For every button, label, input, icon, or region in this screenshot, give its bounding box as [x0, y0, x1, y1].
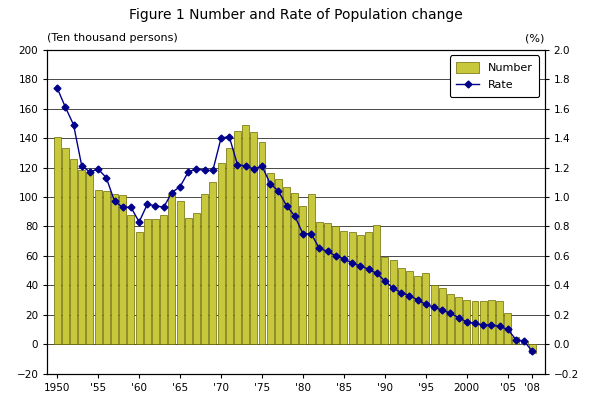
Bar [136, 232, 143, 344]
Text: (Ten thousand persons): (Ten thousand persons) [47, 33, 178, 43]
Bar [464, 300, 470, 344]
Bar [242, 125, 249, 344]
Bar [381, 257, 388, 344]
Bar [504, 313, 511, 344]
Bar [471, 301, 478, 344]
Bar [86, 172, 94, 344]
Bar [316, 222, 323, 344]
Bar [300, 206, 307, 344]
Bar [447, 294, 454, 344]
Bar [291, 193, 298, 344]
Text: Figure 1 Number and Rate of Population change: Figure 1 Number and Rate of Population c… [129, 8, 463, 22]
Bar [127, 215, 134, 344]
Bar [439, 288, 446, 344]
Bar [193, 213, 200, 344]
Bar [144, 219, 151, 344]
Bar [365, 232, 372, 344]
Bar [398, 268, 405, 344]
Bar [111, 194, 118, 344]
Bar [234, 131, 241, 344]
Bar [414, 276, 421, 344]
Bar [324, 223, 331, 344]
Bar [422, 273, 429, 344]
Bar [283, 187, 290, 344]
Bar [226, 149, 233, 344]
Bar [480, 301, 487, 344]
Bar [168, 194, 175, 344]
Bar [406, 271, 413, 344]
Bar [70, 159, 77, 344]
Bar [529, 344, 536, 353]
Bar [275, 179, 282, 344]
Bar [62, 149, 69, 344]
Bar [185, 217, 192, 344]
Bar [349, 232, 356, 344]
Bar [308, 194, 314, 344]
Bar [332, 226, 339, 344]
Bar [54, 137, 60, 344]
Bar [119, 195, 126, 344]
Bar [176, 201, 184, 344]
Bar [357, 235, 364, 344]
Bar [201, 194, 208, 344]
Bar [430, 285, 437, 344]
Bar [496, 301, 503, 344]
Bar [217, 163, 224, 344]
Bar [521, 341, 527, 344]
Legend: Number, Rate: Number, Rate [450, 55, 539, 97]
Bar [210, 182, 216, 344]
Bar [95, 190, 102, 344]
Bar [488, 300, 495, 344]
Bar [259, 142, 265, 344]
Bar [152, 219, 159, 344]
Bar [78, 171, 85, 344]
Bar [513, 337, 519, 344]
Bar [455, 297, 462, 344]
Bar [160, 215, 167, 344]
Bar [103, 191, 110, 344]
Bar [340, 231, 348, 344]
Bar [267, 173, 274, 344]
Bar [373, 225, 380, 344]
Text: (%): (%) [525, 33, 545, 43]
Bar [250, 132, 258, 344]
Bar [390, 260, 397, 344]
